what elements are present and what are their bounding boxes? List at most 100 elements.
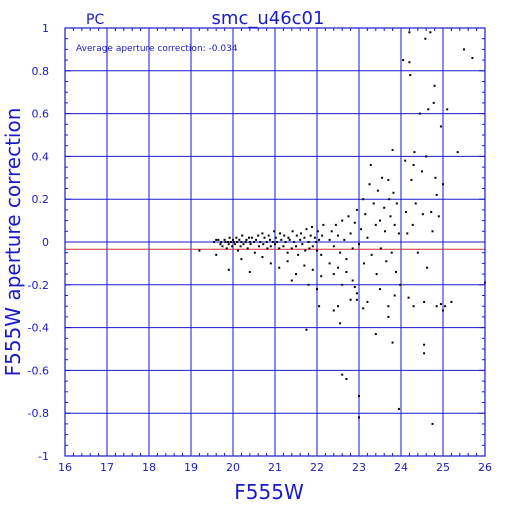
data-point [241, 234, 244, 237]
data-point [360, 228, 363, 231]
data-point [299, 238, 302, 241]
data-point [229, 241, 232, 243]
corner-label: PC [86, 12, 104, 28]
data-point [412, 163, 415, 166]
data-point [353, 285, 356, 288]
x-tick-label: 26 [478, 461, 492, 474]
data-point [261, 232, 264, 235]
data-point [351, 247, 354, 250]
data-point [263, 236, 266, 239]
data-point [258, 245, 261, 248]
data-point [366, 236, 369, 239]
data-point [307, 283, 310, 286]
data-point [286, 260, 289, 263]
data-point [303, 236, 306, 239]
data-point [404, 159, 407, 162]
data-point [290, 279, 293, 282]
data-point [228, 236, 231, 239]
data-point [332, 245, 335, 248]
data-point [220, 241, 223, 243]
data-point [246, 247, 249, 250]
data-point [362, 307, 365, 310]
data-point [412, 305, 415, 308]
data-point [249, 243, 252, 246]
data-point [434, 176, 437, 179]
data-point [426, 266, 429, 269]
data-point [456, 151, 459, 154]
data-point [232, 241, 235, 243]
data-point [337, 305, 339, 308]
data-point [316, 230, 319, 233]
data-point [226, 241, 229, 243]
data-point [337, 266, 339, 269]
data-point [397, 407, 400, 410]
data-point [330, 230, 333, 233]
x-tick-label: 25 [436, 461, 450, 474]
data-point [308, 247, 311, 250]
data-points [198, 31, 486, 425]
data-point [384, 230, 387, 233]
data-point [303, 264, 306, 267]
data-point [402, 59, 405, 62]
data-point [316, 288, 318, 291]
data-point [321, 234, 324, 237]
data-point [385, 260, 388, 263]
data-point [225, 247, 228, 250]
data-point [245, 238, 248, 241]
data-point [339, 322, 342, 325]
data-point [280, 238, 283, 241]
data-point [379, 247, 382, 250]
x-tick-label: 19 [184, 461, 198, 474]
data-point [238, 238, 241, 241]
data-point [307, 241, 310, 243]
data-point [355, 292, 358, 295]
data-point [198, 249, 201, 252]
data-point [471, 56, 474, 59]
data-point [332, 309, 335, 312]
y-tick-label: -0.4 [28, 322, 49, 335]
data-point [431, 422, 434, 425]
data-point [374, 223, 377, 226]
data-point [282, 245, 285, 248]
data-point [227, 268, 230, 271]
data-point [269, 262, 272, 265]
data-point [339, 251, 342, 254]
data-point [370, 253, 373, 256]
x-tick-label: 22 [310, 461, 324, 474]
data-point [433, 84, 436, 87]
data-point [450, 300, 453, 303]
data-point [248, 270, 251, 273]
data-point [341, 373, 344, 376]
data-point [287, 236, 290, 239]
data-point [316, 249, 318, 252]
data-point [242, 243, 245, 246]
x-axis-ticks: 16 17 18 19 20 21 22 23 24 25 26 [58, 461, 492, 474]
data-point [387, 305, 390, 308]
data-point [304, 249, 307, 252]
data-point [262, 243, 265, 246]
data-point [358, 416, 360, 419]
data-point [423, 352, 426, 355]
data-point [355, 208, 358, 211]
data-point [391, 341, 394, 344]
data-point [345, 377, 348, 380]
data-point [236, 241, 239, 243]
data-point [363, 262, 366, 265]
data-point [442, 183, 444, 186]
data-point [232, 238, 234, 241]
data-point [237, 249, 240, 252]
data-point [315, 241, 318, 243]
data-point [388, 198, 391, 201]
data-point [268, 238, 271, 241]
data-point [224, 241, 227, 243]
data-point [265, 241, 268, 243]
reference-lines [65, 241, 485, 250]
x-tick-label: 24 [394, 461, 408, 474]
data-point [421, 213, 424, 216]
data-point [286, 251, 289, 254]
data-point [248, 241, 251, 243]
data-point [278, 247, 281, 250]
data-point [431, 230, 434, 233]
data-point [392, 191, 395, 194]
data-point [355, 298, 358, 301]
